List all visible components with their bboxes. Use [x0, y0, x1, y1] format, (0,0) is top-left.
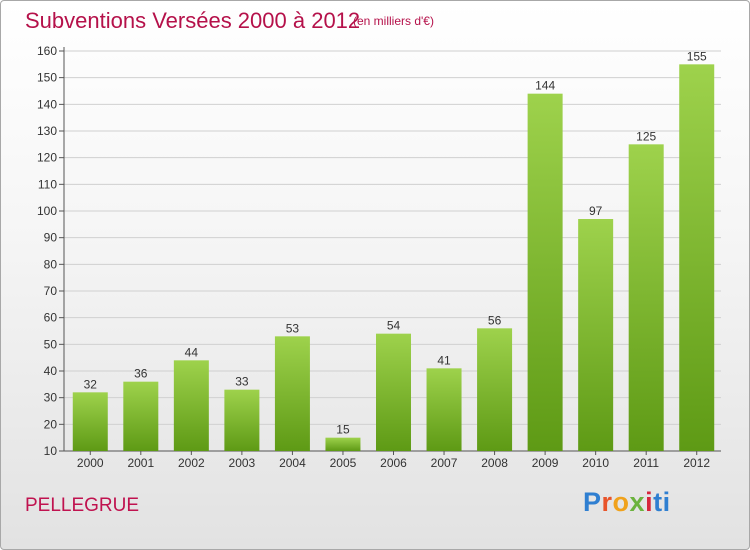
data-label: 15: [336, 423, 350, 437]
bar: [325, 437, 361, 451]
y-tick-label: 20: [44, 417, 58, 431]
logo-letter: ti: [653, 487, 671, 517]
chart-title: Subventions Versées 2000 à 2012: [25, 8, 361, 33]
x-tick-label: 2002: [178, 456, 205, 470]
y-tick-label: 70: [44, 284, 58, 298]
bar: [426, 368, 462, 451]
logo-letter: P: [583, 487, 602, 517]
label-layer: 32 36 44 33 53 15 54 41 56 144 97 125 155: [84, 49, 707, 436]
data-label: 54: [387, 319, 401, 333]
bar: [679, 64, 715, 452]
x-tick-label: 2006: [380, 456, 407, 470]
data-label: 144: [535, 79, 555, 93]
y-tick-label: 120: [37, 151, 57, 165]
y-tick-label: 80: [44, 257, 58, 271]
bar: [72, 392, 108, 451]
proxiti-logo: Proxiti: [583, 487, 671, 518]
bar: [274, 336, 310, 451]
y-tick-label: 160: [37, 44, 57, 58]
y-tick-label: 40: [44, 364, 58, 378]
commune-name: PELLEGRUE: [25, 495, 140, 516]
bar-layer: [72, 64, 715, 452]
bar: [376, 333, 411, 451]
x-tick-label: 2008: [481, 456, 508, 470]
logo-letter: r: [601, 487, 613, 517]
y-tick-label: 150: [37, 71, 57, 85]
x-tick-label: 2001: [127, 456, 154, 470]
bar: [224, 389, 260, 451]
data-label: 56: [488, 313, 502, 327]
y-tick-label: 110: [38, 177, 57, 191]
logo-letter: x: [629, 487, 646, 517]
x-tick-label: 2012: [683, 456, 710, 470]
bar: [527, 93, 563, 452]
bar: [628, 144, 664, 452]
y-tick-label: 100: [37, 204, 57, 218]
y-tick-label: 50: [44, 337, 58, 351]
y-tick-label: 10: [44, 444, 58, 458]
y-tick-label: 140: [37, 97, 57, 111]
x-tick-label: 2010: [582, 456, 609, 470]
data-label: 97: [589, 204, 603, 218]
x-tick-label: 2011: [633, 456, 659, 470]
y-tick-label: 30: [44, 391, 58, 405]
x-tick-label: 2000: [77, 456, 104, 470]
x-tick-label: 2004: [279, 456, 306, 470]
unit-note: (en milliers d'€): [353, 14, 434, 28]
bar: [123, 381, 159, 451]
data-label: 41: [437, 353, 451, 367]
bar: [477, 328, 513, 451]
x-tick-label: 2005: [330, 456, 357, 470]
y-tick-label: 90: [44, 231, 58, 245]
data-label: 33: [235, 375, 249, 389]
x-tick-label: 2009: [532, 456, 559, 470]
bar: [578, 219, 614, 451]
data-label: 32: [84, 377, 98, 391]
x-tick-label: 2003: [229, 456, 256, 470]
logo-letter: i: [645, 487, 654, 517]
data-label: 53: [286, 321, 300, 335]
x-tick-label: 2007: [431, 456, 458, 470]
data-label: 125: [636, 129, 656, 143]
data-label: 36: [134, 367, 148, 381]
logo-letter: o: [612, 487, 630, 517]
data-label: 44: [185, 345, 199, 359]
data-label: 155: [687, 49, 707, 63]
y-tick-label: 60: [44, 311, 58, 325]
bar: [173, 360, 209, 451]
y-tick-label: 130: [37, 124, 57, 138]
